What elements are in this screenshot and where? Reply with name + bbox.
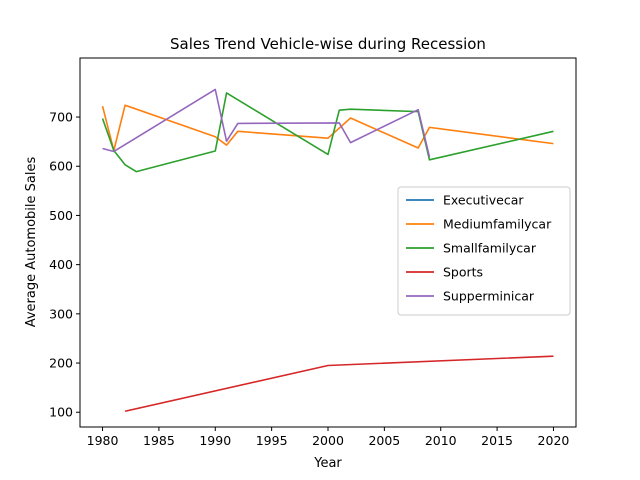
x-tick-label: 2020 [538, 433, 570, 448]
x-axis-label: Year [313, 456, 342, 471]
legend: Executivecar Mediumfamilycar Smallfamilyca… [397, 186, 571, 316]
series-layer [101, 88, 554, 413]
x-tick-label: 2015 [481, 433, 513, 448]
y-tick-label: 100 [49, 405, 73, 420]
x-tick-label: 1980 [87, 433, 119, 448]
y-tick-label: 700 [49, 110, 73, 125]
y-tick-label: 200 [49, 356, 73, 371]
legend-box [397, 186, 571, 316]
x-axis-ticks: 1980 1985 1990 1995 2000 2005 2010 2015 2020 [87, 427, 570, 448]
x-tick-label: 2005 [368, 433, 400, 448]
x-tick-label: 1995 [256, 433, 288, 448]
chart-title: Sales Trend Vehicle-wise during Recessio… [170, 35, 486, 53]
y-tick-label: 500 [49, 208, 73, 223]
y-axis-ticks: 100 200 300 400 500 600 700 [49, 110, 80, 420]
y-tick-label: 400 [49, 257, 73, 272]
x-tick-label: 1985 [143, 433, 175, 448]
legend-label-executivecar: Executivecar [443, 193, 524, 208]
y-tick-label: 600 [49, 159, 73, 174]
legend-label-sports: Sports [443, 265, 483, 280]
y-tick-label: 300 [49, 306, 73, 321]
series-line-supperminicar [102, 88, 431, 158]
y-axis-label: Average Automobile Sales [24, 157, 39, 328]
series-line-mediumfamilycar [101, 104, 554, 152]
x-tick-label: 2000 [312, 433, 344, 448]
x-tick-label: 1990 [199, 433, 231, 448]
series-line-sports [124, 355, 554, 413]
x-tick-label: 2010 [425, 433, 457, 448]
legend-label-mediumfamilycar: Mediumfamilycar [443, 217, 552, 232]
legend-label-supperminicar: Supperminicar [443, 289, 535, 304]
legend-label-smallfamilycar: Smallfamilycar [443, 241, 537, 256]
